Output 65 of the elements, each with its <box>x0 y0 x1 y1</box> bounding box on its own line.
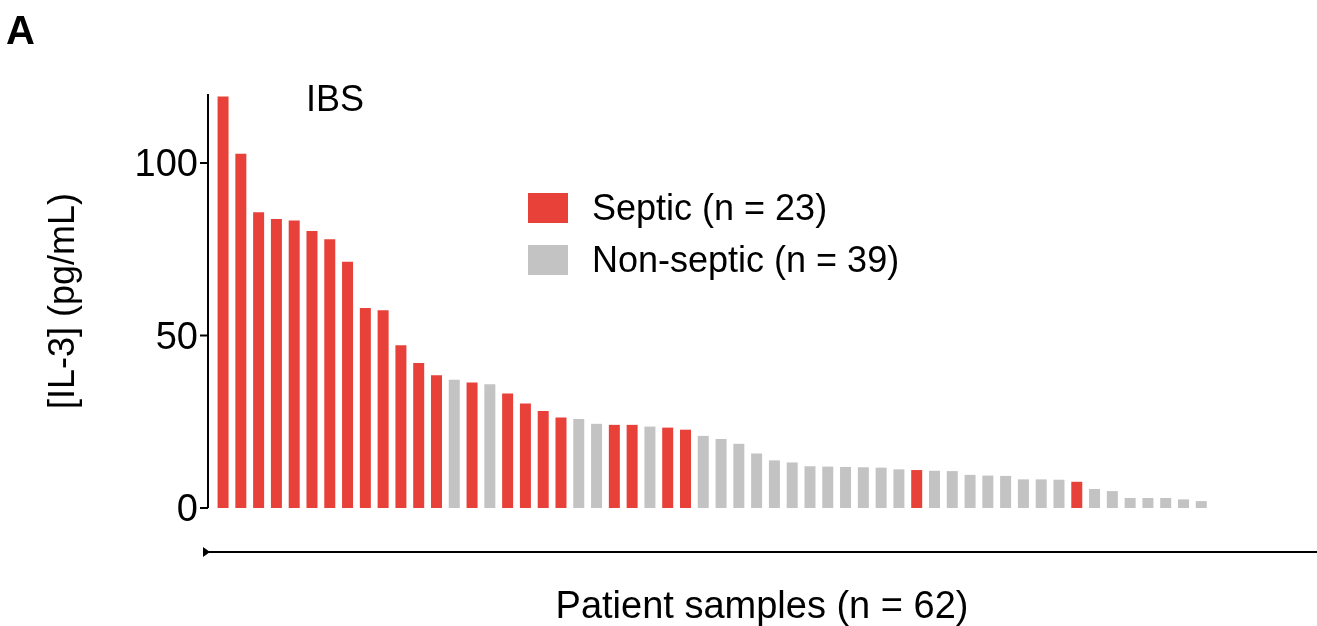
bar <box>537 411 549 508</box>
bar <box>857 467 869 508</box>
bar <box>626 424 638 508</box>
bar <box>964 474 976 508</box>
bar <box>1035 479 1047 508</box>
x-axis-title: Patient samples (n = 62) <box>555 583 969 626</box>
bar <box>911 470 923 508</box>
bar <box>1142 498 1154 508</box>
bar <box>359 307 371 508</box>
y-tick-label: 0 <box>176 487 198 530</box>
bar <box>804 466 816 508</box>
bar <box>715 439 727 508</box>
bar <box>1017 479 1029 508</box>
bar <box>733 443 745 508</box>
bar <box>1195 501 1207 508</box>
bar <box>306 230 318 508</box>
bar <box>1124 498 1136 508</box>
bar <box>591 423 603 508</box>
bar <box>342 261 354 508</box>
bar <box>928 470 940 508</box>
bar <box>377 310 389 508</box>
bar <box>840 466 852 508</box>
y-tick-label: 50 <box>155 314 198 357</box>
bar <box>1089 489 1101 508</box>
bar <box>679 429 691 508</box>
chart-title: IBS <box>306 78 365 120</box>
bar <box>270 218 282 508</box>
text: A <box>6 8 35 53</box>
bar <box>484 384 496 508</box>
bar <box>875 467 887 508</box>
bar <box>502 393 514 508</box>
legend-label: Non-septic (n = 39) <box>592 239 900 281</box>
bar <box>697 435 709 508</box>
bar <box>217 96 229 508</box>
bar <box>946 471 958 508</box>
y-axis-title: [IL-3] (pg/mL) <box>41 192 83 410</box>
bar <box>413 363 425 508</box>
bar <box>786 462 798 508</box>
bar <box>1106 491 1118 508</box>
bar <box>430 375 442 508</box>
bar <box>235 153 247 508</box>
bar <box>448 379 460 508</box>
bar <box>608 424 620 508</box>
bar <box>1053 479 1065 508</box>
bar <box>644 426 656 508</box>
bar <box>893 469 905 508</box>
bar <box>768 460 780 508</box>
bar <box>751 453 763 508</box>
bar <box>519 403 531 508</box>
bar <box>982 475 994 508</box>
legend-label: Septic (n = 23) <box>592 187 828 229</box>
y-tick-label: 100 <box>134 142 198 185</box>
bar <box>573 418 585 508</box>
bar <box>1160 498 1172 508</box>
bar <box>253 212 265 508</box>
bar <box>1177 499 1189 508</box>
bar <box>662 427 674 508</box>
bar <box>288 220 300 508</box>
bar <box>466 382 478 508</box>
bar <box>324 239 336 508</box>
bar <box>555 417 567 508</box>
bar <box>1000 475 1012 508</box>
bar <box>395 345 407 508</box>
bar <box>822 466 834 508</box>
bar <box>1071 481 1083 508</box>
